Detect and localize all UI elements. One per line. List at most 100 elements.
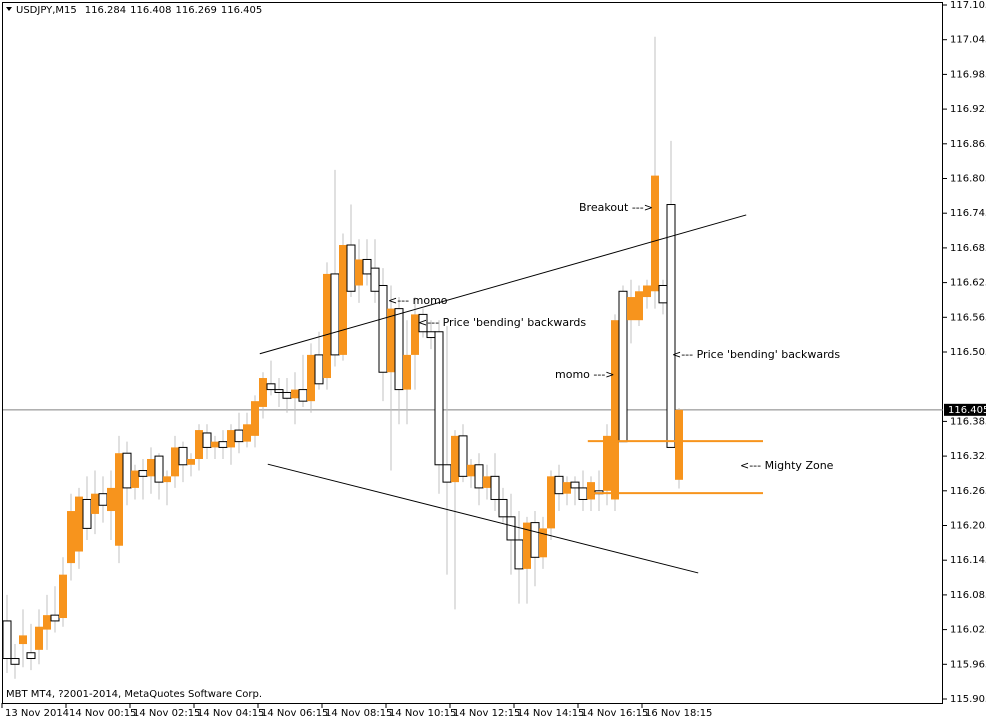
bear-body <box>82 498 92 529</box>
chart-header: USDJPY,M15 116.284 116.408 116.269 116.405 <box>16 5 262 16</box>
bull-body <box>67 511 75 564</box>
bear-body <box>498 498 508 518</box>
bull-body <box>75 496 83 552</box>
bull-body <box>355 259 363 286</box>
x-tick-label: 14 Nov 12:15 <box>453 708 520 719</box>
x-tick-label: 14 Nov 10:15 <box>389 708 456 719</box>
x-tick-label: 14 Nov 06:15 <box>261 708 328 719</box>
bear-body <box>514 539 524 570</box>
bull-body <box>403 354 411 390</box>
current-price-box <box>944 403 986 416</box>
bear-body <box>314 354 324 385</box>
y-tick-label: 116.085 <box>950 590 986 601</box>
bull-body <box>483 476 491 488</box>
annotation: <--- momo <box>388 294 448 307</box>
bull-body <box>43 615 51 630</box>
x-tick-label: 14 Nov 00:15 <box>69 708 136 719</box>
bull-body <box>291 389 299 399</box>
bull-body <box>187 458 195 465</box>
bear-body <box>154 455 164 483</box>
y-tick-label: 117.045 <box>950 35 986 46</box>
x-tick-label: 16 Nov 18:15 <box>645 708 712 719</box>
y-tick-label: 116.325 <box>950 451 986 462</box>
bear-body <box>554 475 564 495</box>
bull-body <box>147 458 155 477</box>
y-tick-label: 116.385 <box>950 416 986 427</box>
bull-body <box>307 354 315 402</box>
bear-body <box>458 435 468 477</box>
header-value: 116.269 <box>176 5 217 16</box>
bear-body <box>618 290 628 443</box>
bull-body <box>59 574 67 619</box>
bear-body <box>122 452 132 489</box>
bear-body <box>658 284 668 304</box>
bear-body <box>378 284 388 373</box>
bull-body <box>211 441 219 448</box>
bear-body <box>442 464 452 483</box>
y-tick-label: 116.505 <box>950 347 986 358</box>
x-tick-label: 14 Nov 16:15 <box>581 708 648 719</box>
bear-body <box>50 614 60 622</box>
bull-body <box>339 245 347 355</box>
bear-body <box>666 204 676 448</box>
bear-body <box>394 308 404 391</box>
y-tick-label: 116.865 <box>950 139 986 150</box>
bear-body <box>346 244 356 292</box>
bear-body <box>234 429 244 443</box>
current-price-label: 116.405 <box>948 405 986 416</box>
bear-body <box>490 475 500 500</box>
bear-body <box>274 389 284 393</box>
bull-body <box>91 493 99 514</box>
bull-body <box>259 378 267 407</box>
bear-body <box>138 470 148 477</box>
bear-body <box>578 487 588 500</box>
bull-body <box>587 482 595 500</box>
y-tick-label: 116.565 <box>950 312 986 323</box>
bear-body <box>370 267 380 292</box>
bull-body <box>35 626 43 650</box>
y-tick-label: 116.205 <box>950 521 986 532</box>
bear-body <box>298 389 308 402</box>
bear-body <box>418 313 428 333</box>
bull-body <box>627 297 635 321</box>
bear-body <box>98 493 108 506</box>
y-tick-label: 116.625 <box>950 278 986 289</box>
bull-body <box>651 175 659 292</box>
bear-body <box>474 464 484 489</box>
bull-body <box>387 308 395 373</box>
annotation: <--- Price 'bending' backwards <box>418 316 586 329</box>
bear-body <box>570 481 580 489</box>
bull-body <box>411 314 419 355</box>
annotation: Breakout ---> <box>579 201 653 214</box>
bull-body <box>539 528 547 558</box>
x-tick-label: 14 Nov 04:15 <box>197 708 264 719</box>
bull-body <box>523 522 531 569</box>
bull-body <box>243 424 251 442</box>
annotation: <--- Price 'bending' backwards <box>672 348 840 361</box>
y-tick-label: 116.805 <box>950 174 986 185</box>
y-tick-label: 117.105 <box>950 0 986 11</box>
y-tick-label: 116.685 <box>950 243 986 254</box>
y-tick-label: 115.905 <box>950 694 986 705</box>
x-tick-label: 14 Nov 14:15 <box>517 708 584 719</box>
y-tick-label: 116.745 <box>950 208 986 219</box>
bear-body <box>330 273 340 356</box>
header-value: 116.405 <box>221 5 262 16</box>
bear-body <box>282 391 292 399</box>
bull-body <box>547 476 555 529</box>
annotation: momo ---> <box>555 368 615 381</box>
menu-arrow[interactable] <box>6 7 12 11</box>
bull-body <box>251 401 259 436</box>
trend-line <box>259 214 747 355</box>
bull-body <box>467 464 475 477</box>
header-value: 116.408 <box>130 5 171 16</box>
copyright: MBT MT4, ?2001-2014, MetaQuotes Software… <box>6 689 262 700</box>
trend-line <box>267 463 699 574</box>
bull-body <box>163 476 171 483</box>
plot-frame <box>2 2 943 704</box>
bull-body <box>171 447 179 477</box>
bear-body <box>2 620 12 660</box>
y-tick-label: 115.965 <box>950 659 986 670</box>
annotation: <--- Mighty Zone <box>740 459 834 472</box>
